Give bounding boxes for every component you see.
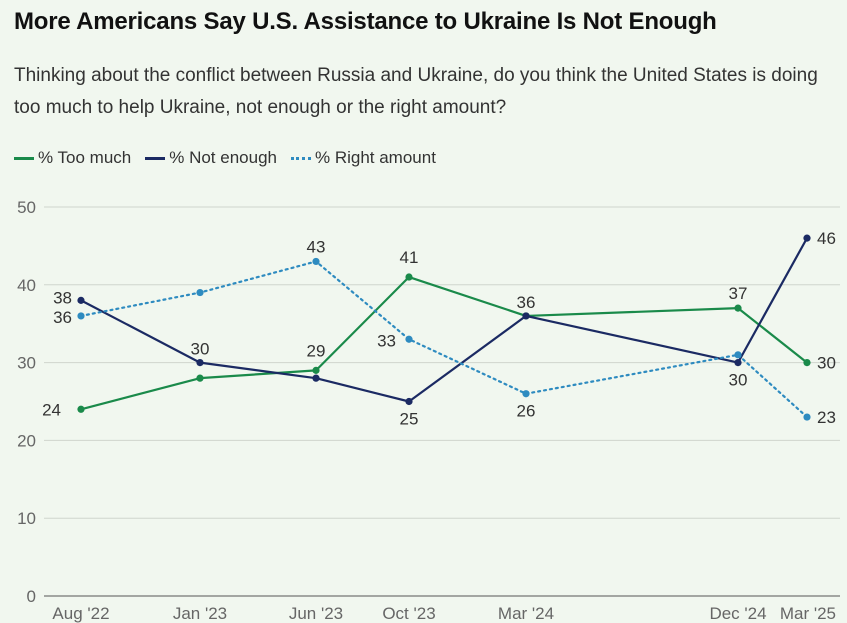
data-label: 24 (42, 400, 61, 419)
data-point (522, 390, 530, 398)
data-point (522, 312, 530, 320)
x-tick-label: Mar '25 (780, 604, 836, 623)
y-tick-label: 50 (17, 198, 36, 217)
data-point (734, 304, 742, 312)
data-label: 36 (517, 293, 536, 312)
data-point (312, 374, 320, 382)
data-point (803, 234, 811, 242)
x-tick-label: Mar '24 (498, 604, 554, 623)
x-tick-label: Dec '24 (709, 604, 766, 623)
data-point (312, 257, 320, 266)
data-point (734, 359, 742, 367)
data-label: 36 (53, 308, 72, 327)
data-point (196, 288, 204, 297)
data-label: 25 (400, 410, 419, 429)
y-tick-label: 20 (17, 431, 36, 450)
x-tick-label: Jun '23 (289, 604, 343, 623)
data-point (405, 335, 413, 343)
y-tick-label: 40 (17, 276, 36, 295)
data-label: 41 (400, 248, 419, 267)
chart-subtitle: Thinking about the conflict between Russ… (14, 65, 818, 118)
data-point (77, 405, 85, 413)
data-point (77, 312, 85, 320)
x-tick-label: Jan '23 (173, 604, 227, 623)
chart-title: More Americans Say U.S. Assistance to Uk… (14, 8, 717, 35)
legend-item-not-enough: % Not enough (145, 148, 277, 168)
data-label: 37 (729, 284, 748, 303)
legend-item-too-much: % Too much (14, 148, 131, 168)
data-label: 30 (817, 354, 836, 373)
data-point (803, 359, 811, 367)
legend-swatch-not-enough (145, 156, 166, 160)
data-label: 23 (817, 408, 836, 427)
legend-label-not-enough: % Not enough (169, 148, 277, 167)
data-point (803, 413, 811, 421)
data-label: 29 (307, 341, 326, 360)
y-tick-label: 30 (17, 354, 36, 373)
y-tick-label: 10 (17, 509, 36, 528)
data-point (196, 374, 204, 382)
data-point (405, 273, 413, 281)
data-label: 30 (729, 371, 748, 390)
data-label: 46 (817, 229, 836, 248)
data-label: 38 (53, 288, 72, 307)
data-label: 33 (377, 331, 396, 350)
legend-swatch-right-amount (290, 156, 311, 160)
x-tick-label: Aug '22 (52, 604, 109, 623)
legend-item-right-amount: % Right amount (290, 148, 436, 168)
series-line-1 (80, 237, 808, 403)
data-label: 43 (307, 237, 326, 256)
legend-label-right-amount: % Right amount (314, 148, 436, 167)
data-label: 30 (191, 340, 210, 359)
data-point (312, 366, 320, 374)
data-point (196, 359, 204, 367)
data-point (405, 397, 413, 406)
x-tick-label: Oct '23 (382, 604, 435, 623)
legend-label-too-much: % Too much (38, 148, 132, 167)
data-point (77, 296, 85, 304)
chart-legend: % Too much % Not enough % Right amount (14, 148, 450, 168)
data-point (734, 351, 742, 359)
y-tick-label: 0 (27, 587, 36, 606)
data-label: 26 (517, 402, 536, 421)
legend-swatch-too-much (14, 156, 34, 160)
